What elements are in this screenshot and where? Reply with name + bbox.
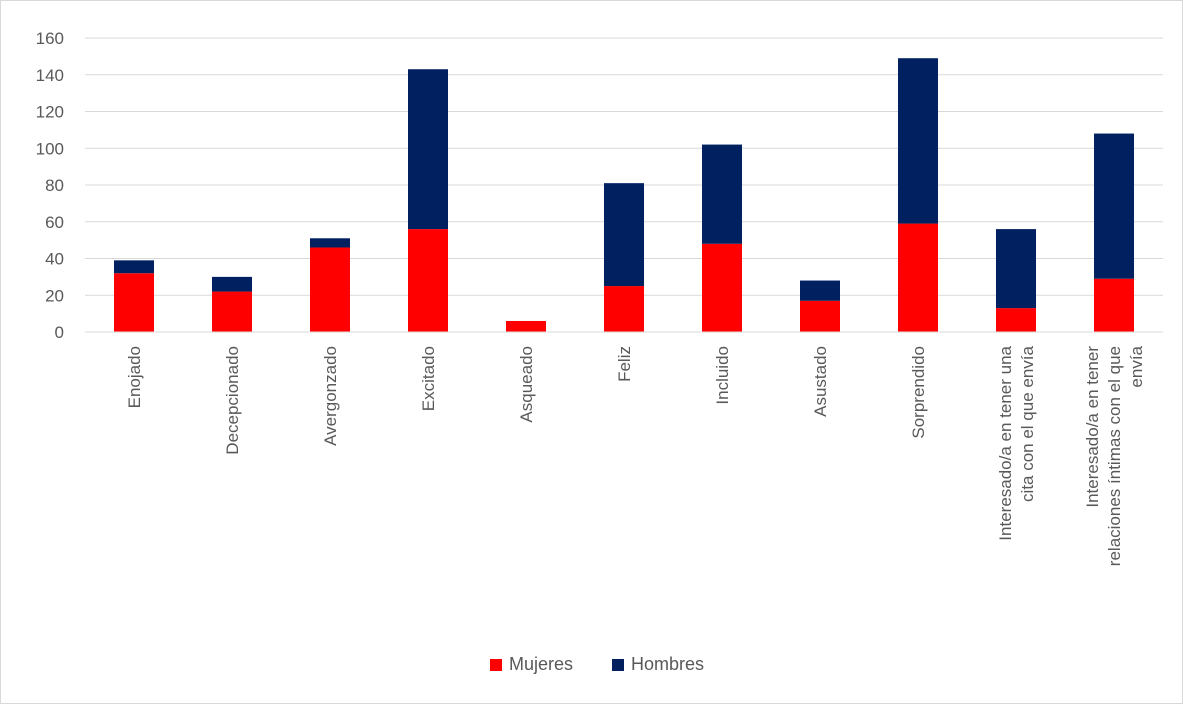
bar-mujeres [408, 229, 448, 332]
bar-hombres [114, 260, 154, 274]
category-label-line: Sorprendido [909, 346, 928, 439]
legend-label-mujeres: Mujeres [509, 654, 573, 674]
category-label-line: Interesado/a en tener [1083, 346, 1102, 508]
category-labels: Enojado Decepcionado Avergonzado Excitado As… [125, 345, 1146, 566]
bar-mujeres [1094, 278, 1134, 332]
y-axis-ticks: 0 20 40 60 80 100 120 140 160 [36, 29, 64, 342]
bar-mujeres [114, 273, 154, 332]
category-label: Interesado/a en tener relaciones íntimas … [1083, 345, 1146, 566]
category-label-line: Asustado [811, 346, 830, 417]
y-tick-label: 120 [36, 103, 64, 122]
category-label: Excitado [419, 346, 438, 411]
legend-swatch-mujeres [490, 659, 502, 671]
bar-hombres [996, 229, 1036, 309]
category-label-line: Feliz [615, 346, 634, 382]
legend: Mujeres Hombres [490, 654, 704, 674]
bar-hombres [408, 69, 448, 230]
category-label: Incluido [713, 346, 732, 405]
category-label: Sorprendido [909, 346, 928, 439]
y-tick-label: 160 [36, 29, 64, 48]
category-label-line: Excitado [419, 346, 438, 411]
legend-label-hombres: Hombres [631, 654, 704, 674]
y-tick-label: 60 [45, 213, 64, 232]
y-tick-label: 140 [36, 66, 64, 85]
category-label-line: envía [1127, 345, 1146, 387]
category-label: Decepcionado [223, 346, 242, 455]
bar-mujeres [996, 308, 1036, 332]
category-label: Feliz [615, 346, 634, 382]
bar-hombres [800, 280, 840, 301]
category-label-line: Incluido [713, 346, 732, 405]
category-label-line: Decepcionado [223, 346, 242, 455]
y-tick-label: 20 [45, 286, 64, 305]
category-label-line: Asqueado [517, 346, 536, 423]
bar-mujeres [506, 320, 546, 332]
category-label-line: cita con el que envía [1018, 345, 1037, 501]
bar-mujeres [702, 243, 742, 332]
bar-hombres [702, 144, 742, 244]
category-label: Avergonzado [321, 346, 340, 446]
category-label-line: Interesado/a en tener una [996, 345, 1015, 540]
bar-hombres [1094, 133, 1134, 279]
category-label: Asqueado [517, 346, 536, 423]
category-label-line: Avergonzado [321, 346, 340, 446]
legend-swatch-hombres [612, 659, 624, 671]
category-label-line: Enojado [125, 346, 144, 408]
category-label: Enojado [125, 346, 144, 408]
bar-mujeres [800, 300, 840, 332]
bar-hombres [212, 276, 252, 292]
category-label: Asustado [811, 346, 830, 417]
bar-hombres [898, 58, 938, 224]
y-tick-label: 80 [45, 176, 64, 195]
y-tick-label: 0 [55, 323, 64, 342]
y-tick-label: 100 [36, 139, 64, 158]
gridlines [85, 37, 1163, 296]
category-label-line: relaciones íntimas con el que [1105, 346, 1124, 566]
bar-hombres [604, 183, 644, 287]
category-label: Interesado/a en tener una cita con el que… [996, 345, 1037, 540]
bar-mujeres [898, 223, 938, 332]
bar-mujeres [212, 291, 252, 332]
bar-hombres [310, 238, 350, 248]
bars [114, 58, 1134, 332]
bar-mujeres [310, 247, 350, 332]
y-tick-label: 40 [45, 250, 64, 269]
bar-mujeres [604, 286, 644, 332]
